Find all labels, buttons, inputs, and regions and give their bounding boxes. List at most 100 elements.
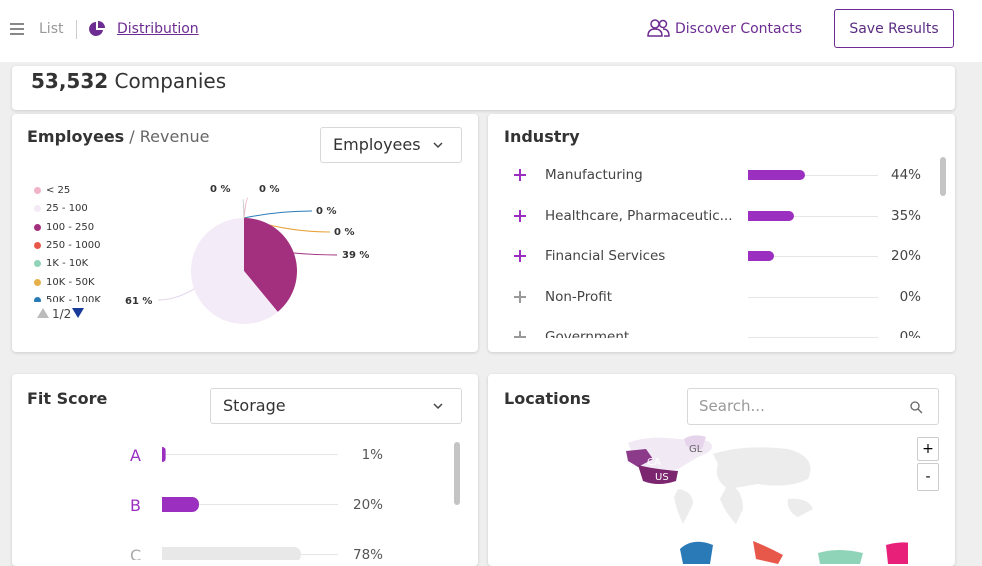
legend-swatch bbox=[34, 260, 41, 268]
pie-icon bbox=[89, 21, 105, 36]
company-count: 53,532 bbox=[31, 69, 109, 93]
pager: 1/2 bbox=[52, 307, 72, 321]
bar-track bbox=[748, 296, 878, 298]
pie-label: 0 % bbox=[334, 227, 354, 238]
plus-icon bbox=[519, 290, 521, 303]
chevron bbox=[433, 403, 443, 410]
plus-icon bbox=[519, 250, 521, 262]
fit-value: 20% bbox=[352, 497, 383, 513]
industry-value: 0% bbox=[899, 288, 921, 305]
legend-item: 10K - 50K bbox=[34, 272, 95, 288]
scrollbar[interactable] bbox=[454, 442, 460, 505]
legend-label: 25 - 100 bbox=[46, 203, 88, 215]
industry-name: Financial Services bbox=[545, 248, 666, 264]
industry-row: Government 0% bbox=[488, 327, 933, 338]
summary: 53,532 Companies bbox=[31, 71, 226, 91]
page-down[interactable] bbox=[71, 307, 85, 319]
employees-dropdown[interactable]: Employees bbox=[320, 127, 462, 163]
fit-bar bbox=[162, 547, 302, 560]
fit-score-dropdown[interactable]: Storage bbox=[210, 388, 462, 424]
page-up[interactable] bbox=[36, 307, 50, 319]
map-label: CA bbox=[647, 457, 661, 468]
legend-swatch bbox=[34, 241, 41, 249]
pie-label: 0 % bbox=[210, 184, 230, 195]
scrollbar[interactable] bbox=[940, 157, 946, 196]
industry-bar bbox=[748, 251, 774, 261]
industry-card: Industry Manufacturing 44% Healthcare, Pha… bbox=[488, 114, 955, 352]
leader-line bbox=[243, 197, 249, 219]
pie-slice bbox=[191, 218, 278, 324]
legend: < 25 25 - 100 100 - 250 250 - 1000 1K - 10K 1… bbox=[34, 180, 124, 302]
legend-label: < 25 bbox=[46, 185, 71, 196]
leader-line bbox=[243, 210, 313, 219]
legend-label: 250 - 1000 bbox=[46, 239, 101, 251]
grade: A bbox=[130, 446, 141, 465]
distribution-tab[interactable]: Distribution bbox=[117, 21, 199, 37]
revenue-title[interactable]: Revenue bbox=[139, 127, 210, 146]
search-icon bbox=[910, 401, 923, 414]
industry-value: 20% bbox=[890, 248, 921, 264]
legend-label: 50K - 100K bbox=[46, 294, 101, 302]
legend-swatch bbox=[34, 205, 41, 213]
legend-item: < 25 bbox=[34, 180, 71, 196]
save-results-button[interactable]: Save Results bbox=[834, 9, 954, 48]
legend-label: 10K - 50K bbox=[46, 276, 95, 288]
industry-title: Industry bbox=[504, 127, 580, 146]
fit-score-card: Fit Score Storage A 1% B 20% C 78% bbox=[12, 374, 478, 566]
list-tab[interactable]: List bbox=[39, 21, 64, 37]
employees-heading: Employees / Revenue bbox=[27, 129, 209, 145]
bar-track bbox=[748, 256, 878, 257]
contacts-icon bbox=[647, 19, 670, 37]
leader-line bbox=[293, 252, 338, 256]
legend-swatch bbox=[34, 278, 41, 286]
bar-track bbox=[748, 175, 878, 176]
zoom-out[interactable]: - bbox=[917, 463, 939, 491]
dropdown-value: Storage bbox=[223, 396, 286, 415]
menu-icon[interactable] bbox=[10, 22, 26, 36]
legend-item: 250 - 1000 bbox=[34, 235, 101, 251]
industry-name: Healthcare, Pharmaceutic... bbox=[545, 207, 733, 224]
search-box[interactable]: Search... bbox=[687, 388, 939, 425]
summary-card: 53,532 Companies bbox=[12, 66, 955, 110]
leader-line bbox=[157, 288, 195, 301]
divider bbox=[76, 20, 77, 39]
company-label: Companies bbox=[114, 69, 227, 93]
plus-icon bbox=[519, 169, 521, 181]
fit-value: 78% bbox=[352, 547, 383, 560]
legend-label: 1K - 10K bbox=[46, 258, 89, 270]
legend-item: 50K - 100K bbox=[34, 290, 101, 302]
toolbar: List Distribution Discover Contacts Save… bbox=[0, 0, 982, 62]
industry-value: 35% bbox=[890, 207, 921, 224]
plus-icon bbox=[519, 209, 521, 222]
employees-card: Employees / Revenue Employees < 25 25 - 1… bbox=[12, 114, 478, 352]
legend-swatch bbox=[34, 296, 41, 302]
map-label: US bbox=[655, 472, 669, 483]
locations-title: Locations bbox=[504, 389, 591, 408]
fit-bar bbox=[162, 497, 200, 512]
grade: C bbox=[130, 546, 142, 560]
bar-track bbox=[162, 454, 338, 455]
fit-bar bbox=[162, 447, 166, 462]
industry-list: Manufacturing 44% Healthcare, Pharmaceutic… bbox=[488, 156, 933, 338]
fit-value: 1% bbox=[361, 447, 383, 463]
industry-name: Government bbox=[545, 329, 630, 338]
pie-label: 0 % bbox=[316, 206, 336, 217]
chevron bbox=[433, 142, 443, 149]
industry-bar bbox=[748, 170, 806, 180]
industry-name: Non-Profit bbox=[545, 288, 612, 305]
pie-label: 0 % bbox=[259, 184, 279, 195]
pie-label: 39 % bbox=[342, 250, 369, 261]
legend-item: 100 - 250 bbox=[34, 217, 94, 233]
legend-item: 25 - 100 bbox=[34, 198, 88, 215]
industry-name: Manufacturing bbox=[545, 167, 643, 183]
fit-score-title: Fit Score bbox=[27, 389, 108, 408]
discover-contacts[interactable]: Discover Contacts bbox=[675, 21, 803, 37]
zoom-in[interactable]: + bbox=[917, 437, 939, 461]
plus-icon bbox=[519, 331, 521, 338]
bar-track bbox=[162, 504, 338, 505]
pie-slice bbox=[244, 218, 298, 312]
separator: / bbox=[129, 127, 135, 146]
pie-label: 61 % bbox=[125, 296, 152, 307]
fit-score-list: A 1% B 20% C 78% bbox=[12, 430, 452, 560]
industry-row: Financial Services 20% bbox=[488, 246, 933, 266]
